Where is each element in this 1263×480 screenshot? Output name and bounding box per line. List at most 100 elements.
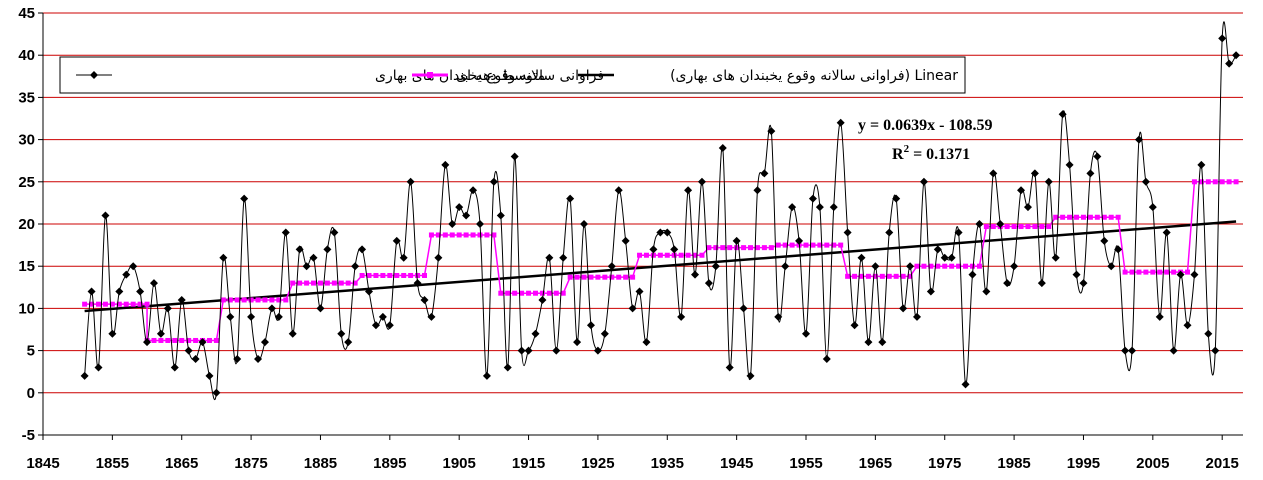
- decadal-average-marker: [109, 301, 115, 307]
- annual-frequency-marker: [1100, 236, 1109, 245]
- decadal-average-marker: [803, 242, 809, 248]
- decadal-average-marker: [304, 280, 310, 286]
- annual-frequency-marker: [1211, 346, 1220, 355]
- annual-frequency-marker: [295, 245, 304, 254]
- y-tick-label: 35: [18, 89, 35, 106]
- annual-frequency-marker: [1176, 270, 1185, 279]
- decadal-average-marker: [824, 242, 830, 248]
- decadal-average-marker: [456, 232, 462, 238]
- annual-frequency-marker: [982, 287, 991, 296]
- decadal-average-marker: [1018, 224, 1024, 230]
- decadal-average-marker: [123, 301, 129, 307]
- annual-frequency-marker: [80, 371, 89, 380]
- annual-frequency-marker: [781, 262, 790, 271]
- decadal-average-marker: [484, 232, 490, 238]
- decadal-average-marker: [720, 245, 726, 251]
- decadal-average-marker: [408, 272, 414, 278]
- decadal-average-marker: [401, 272, 407, 278]
- decadal-average-marker: [1157, 269, 1163, 275]
- annual-frequency-marker: [822, 355, 831, 364]
- annual-frequency-series: [80, 21, 1241, 401]
- trendline: [84, 220, 1237, 313]
- decadal-average-marker: [1094, 214, 1100, 220]
- decadal-average-marker: [761, 245, 767, 251]
- decadal-average-series: [82, 179, 1239, 343]
- x-tick-label: 2015: [1206, 455, 1239, 472]
- annual-frequency-marker: [1017, 186, 1026, 195]
- annual-frequency-marker: [503, 363, 512, 372]
- annual-frequency-marker: [538, 295, 547, 304]
- decadal-average-marker: [1171, 269, 1177, 275]
- annual-frequency-marker: [462, 211, 471, 220]
- annual-frequency-marker: [760, 169, 769, 178]
- annual-frequency-marker: [1044, 177, 1053, 186]
- annual-frequency-marker: [115, 287, 124, 296]
- decadal-average-marker: [713, 245, 719, 251]
- decadal-average-marker: [664, 252, 670, 258]
- decadal-average-marker: [435, 232, 441, 238]
- decadal-average-marker: [1136, 269, 1142, 275]
- annual-frequency-marker: [385, 321, 394, 330]
- annual-frequency-marker: [857, 253, 866, 262]
- decadal-average-marker: [1185, 269, 1191, 275]
- x-tick-label: 1875: [234, 455, 267, 472]
- annual-frequency-marker: [1023, 203, 1032, 212]
- x-tick-label: 2005: [1136, 455, 1169, 472]
- annual-frequency-marker: [600, 329, 609, 338]
- annual-frequency-marker: [170, 363, 179, 372]
- decadal-average-marker: [324, 280, 330, 286]
- decadal-average-marker: [685, 252, 691, 258]
- annual-frequency-marker: [309, 253, 318, 262]
- decadal-average-marker: [956, 263, 962, 269]
- annual-frequency-marker: [233, 355, 242, 364]
- annual-frequency-marker: [330, 228, 339, 237]
- annual-frequency-marker: [1037, 279, 1046, 288]
- decadal-average-marker: [1122, 269, 1128, 275]
- decadal-average-marker: [491, 232, 497, 238]
- decadal-average-marker: [89, 301, 95, 307]
- decadal-average-marker: [1053, 214, 1059, 220]
- annual-frequency-marker: [968, 270, 977, 279]
- x-tick-label: 1925: [581, 455, 614, 472]
- annual-frequency-marker: [1114, 245, 1123, 254]
- annual-frequency-marker: [906, 262, 915, 271]
- decadal-average-marker: [137, 301, 143, 307]
- decadal-average-marker: [983, 224, 989, 230]
- decadal-average-marker: [643, 252, 649, 258]
- annual-frequency-marker: [455, 203, 464, 212]
- decadal-average-marker: [810, 242, 816, 248]
- decadal-average-marker: [186, 337, 192, 343]
- decadal-average-marker: [1150, 269, 1156, 275]
- annual-frequency-marker: [365, 287, 374, 296]
- decadal-average-marker: [1212, 179, 1218, 185]
- decadal-average-marker: [539, 290, 545, 296]
- decadal-average-marker: [505, 290, 511, 296]
- decadal-average-marker: [748, 245, 754, 251]
- annual-frequency-marker: [136, 287, 145, 296]
- annual-frequency-marker: [635, 287, 644, 296]
- decadal-average-marker: [290, 280, 296, 286]
- decadal-average-marker: [172, 337, 178, 343]
- decadal-average-marker: [914, 263, 920, 269]
- y-tick-label: 0: [27, 385, 35, 402]
- decadal-average-marker: [422, 272, 428, 278]
- annual-frequency-marker: [344, 338, 353, 347]
- x-tick-label: 1975: [928, 455, 961, 472]
- annual-frequency-marker: [212, 388, 221, 397]
- annual-frequency-marker: [337, 329, 346, 338]
- annual-frequency-marker: [704, 279, 713, 288]
- annual-frequency-marker: [371, 321, 380, 330]
- annual-frequency-marker: [954, 228, 963, 237]
- annual-frequency-marker: [531, 329, 540, 338]
- annual-frequency-marker: [808, 194, 817, 203]
- annual-frequency-marker: [240, 194, 249, 203]
- decadal-average-marker: [1191, 179, 1197, 185]
- annual-frequency-marker: [614, 186, 623, 195]
- annual-frequency-marker: [767, 127, 776, 136]
- decadal-average-marker: [678, 252, 684, 258]
- annual-frequency-marker: [496, 211, 505, 220]
- annual-frequency-marker: [184, 346, 193, 355]
- decadal-average-marker: [1143, 269, 1149, 275]
- gridlines: [43, 12, 1243, 436]
